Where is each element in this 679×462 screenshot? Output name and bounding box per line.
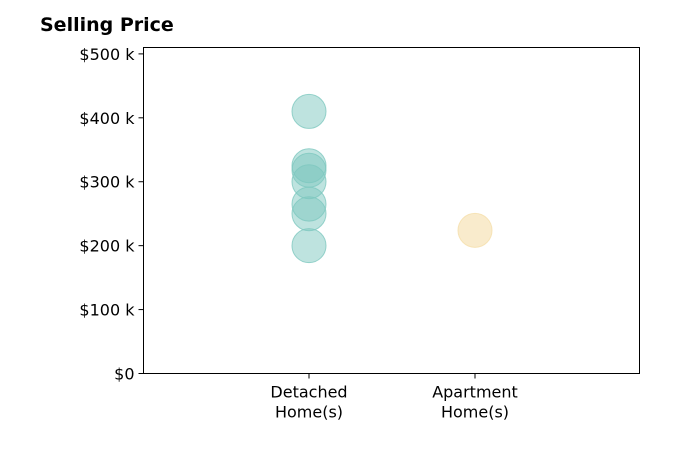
data-point bbox=[291, 93, 327, 129]
y-tick-label: $200 k bbox=[79, 237, 135, 256]
data-point bbox=[457, 212, 493, 248]
x-axis: Detached Home(s) Apartment Home(s) bbox=[270, 373, 518, 422]
plot-frame bbox=[143, 47, 640, 374]
chart-title: Selling Price bbox=[40, 14, 174, 36]
y-tick-label: $500 k bbox=[79, 45, 135, 64]
y-tick-label: $300 k bbox=[79, 173, 135, 192]
y-tick-label: $100 k bbox=[79, 301, 135, 320]
data-points bbox=[291, 93, 493, 264]
y-tick-label: $400 k bbox=[79, 109, 135, 128]
data-point bbox=[291, 196, 327, 232]
data-point bbox=[291, 228, 327, 264]
y-tick-label: $0 bbox=[114, 365, 134, 384]
x-tick-label: Detached Home(s) bbox=[270, 383, 347, 422]
y-axis: $0 $100 k $200 k $300 k $400 k $500 k bbox=[79, 45, 144, 384]
x-tick-label: Apartment Home(s) bbox=[432, 383, 518, 422]
